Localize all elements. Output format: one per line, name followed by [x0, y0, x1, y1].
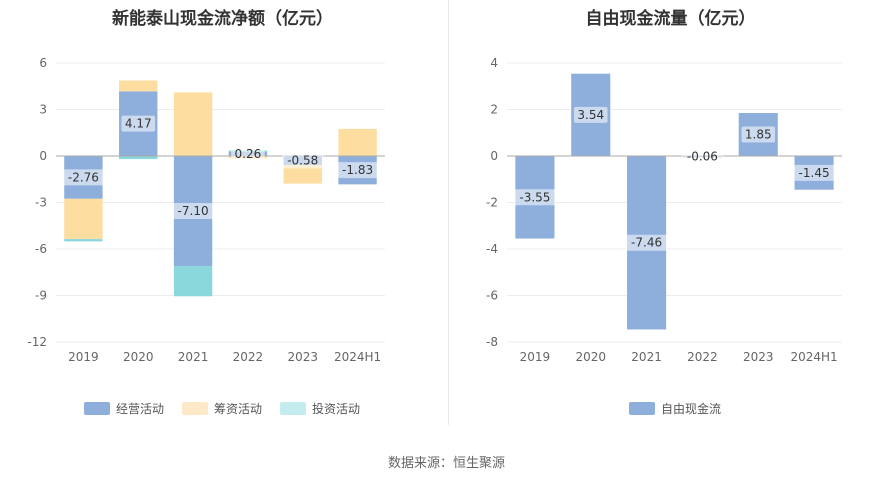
left-xtick-label: 2024H1: [334, 350, 381, 364]
left-xtick-label: 2023: [287, 350, 318, 364]
legend-label-fcf: 自由现金流: [661, 402, 722, 416]
right-xtick-label: 2024H1: [790, 350, 837, 364]
legend-item-operating[interactable]: 经营活动: [84, 400, 164, 417]
left-data-label: 4.17: [125, 117, 152, 131]
chart-divider: [448, 0, 449, 425]
left-xtick-label: 2022: [233, 350, 264, 364]
right-data-label: 3.54: [577, 108, 604, 122]
right-xtick-label: 2019: [520, 350, 551, 364]
right-chart-title: 自由现金流量（亿元）: [585, 9, 756, 29]
left-bar-s2-2021: [173, 266, 213, 297]
right-data-label-bg: [681, 148, 723, 165]
left-data-label: -1.83: [342, 163, 373, 177]
left-data-label-bg: [62, 169, 104, 186]
right-data-label: -0.06: [687, 150, 718, 164]
left-bar-s2-2020: [119, 156, 158, 160]
left-data-label-bg: [231, 145, 265, 162]
legend-item-fcf[interactable]: 自由现金流: [629, 400, 721, 417]
right-data-label-bg: [741, 126, 776, 143]
left-data-label-bg: [172, 203, 214, 220]
left-ytick-label: 3: [39, 103, 47, 117]
left-bar-s2-2019: [64, 239, 103, 242]
legend-swatch-fcf: [629, 402, 655, 415]
legend-item-investing[interactable]: 投资活动: [280, 400, 360, 417]
legend-swatch-financing: [182, 402, 209, 415]
left-xtick-label: 2019: [68, 350, 99, 364]
left-data-label-bg: [282, 152, 324, 169]
right-data-label: -3.55: [519, 190, 550, 204]
legend-label-investing: 投资活动: [312, 402, 361, 416]
left-legend: 经营活动 筹资活动 投资活动: [84, 400, 360, 417]
right-ytick-label: 0: [490, 149, 498, 163]
right-xtick-label: 2021: [631, 350, 662, 364]
right-data-label: 1.85: [745, 127, 772, 141]
left-data-label: -0.58: [287, 153, 318, 167]
right-ytick-label: -8: [486, 335, 498, 349]
left-xtick-label: 2020: [123, 350, 154, 364]
legend-label-operating: 经营活动: [116, 402, 165, 416]
left-data-label: -2.76: [68, 170, 99, 184]
left-data-label-bg: [337, 162, 379, 179]
right-data-label-bg: [793, 164, 835, 181]
left-ytick-label: -12: [27, 335, 47, 349]
left-ytick-label: 0: [39, 149, 47, 163]
left-xtick-label: 2021: [178, 350, 209, 364]
legend-item-financing[interactable]: 筹资活动: [182, 400, 262, 417]
right-data-label: -7.46: [631, 236, 662, 250]
left-bar-s1-2024H1: [338, 128, 377, 156]
left-chart-title: 新能泰山现金流净额（亿元）: [112, 9, 333, 29]
right-ytick-label: -2: [486, 196, 498, 210]
legend-label-financing: 筹资活动: [214, 402, 263, 416]
left-ytick-label: -9: [35, 289, 47, 303]
right-ytick-label: 4: [490, 56, 498, 70]
left-data-label: -7.10: [178, 204, 209, 218]
right-ytick-label: -4: [486, 242, 498, 256]
left-data-label: 0.26: [235, 147, 262, 161]
right-ytick-label: -6: [486, 289, 498, 303]
legend-swatch-investing: [280, 402, 307, 415]
right-data-label-bg: [626, 234, 668, 251]
right-data-label: -1.45: [799, 166, 830, 180]
left-bar-s1-2023: [283, 164, 322, 184]
right-xtick-label: 2020: [575, 350, 606, 364]
right-xtick-label: 2023: [743, 350, 774, 364]
charts-canvas: 6 3 0 -3 -6 -9 -12 2019 2020 2021 2022 2023 2024H1 -2…: [27, 56, 842, 364]
right-ytick-label: 2: [490, 103, 498, 117]
right-xtick-label: 2022: [687, 350, 718, 364]
legend-swatch-operating: [84, 402, 110, 415]
left-ytick-label: 6: [39, 56, 47, 70]
right-data-label-bg: [514, 189, 556, 206]
left-bar-s1-2020: [119, 80, 158, 92]
left-bar-s1-2019: [64, 198, 103, 240]
left-ytick-label: -6: [35, 242, 47, 256]
right-data-label-bg: [573, 106, 608, 123]
left-data-label-bg: [121, 115, 156, 132]
left-bar-s1-2021: [173, 92, 213, 156]
data-source: 数据来源：恒生聚源: [387, 456, 505, 471]
right-legend: 自由现金流: [629, 400, 721, 417]
left-ytick-label: -3: [35, 196, 47, 210]
